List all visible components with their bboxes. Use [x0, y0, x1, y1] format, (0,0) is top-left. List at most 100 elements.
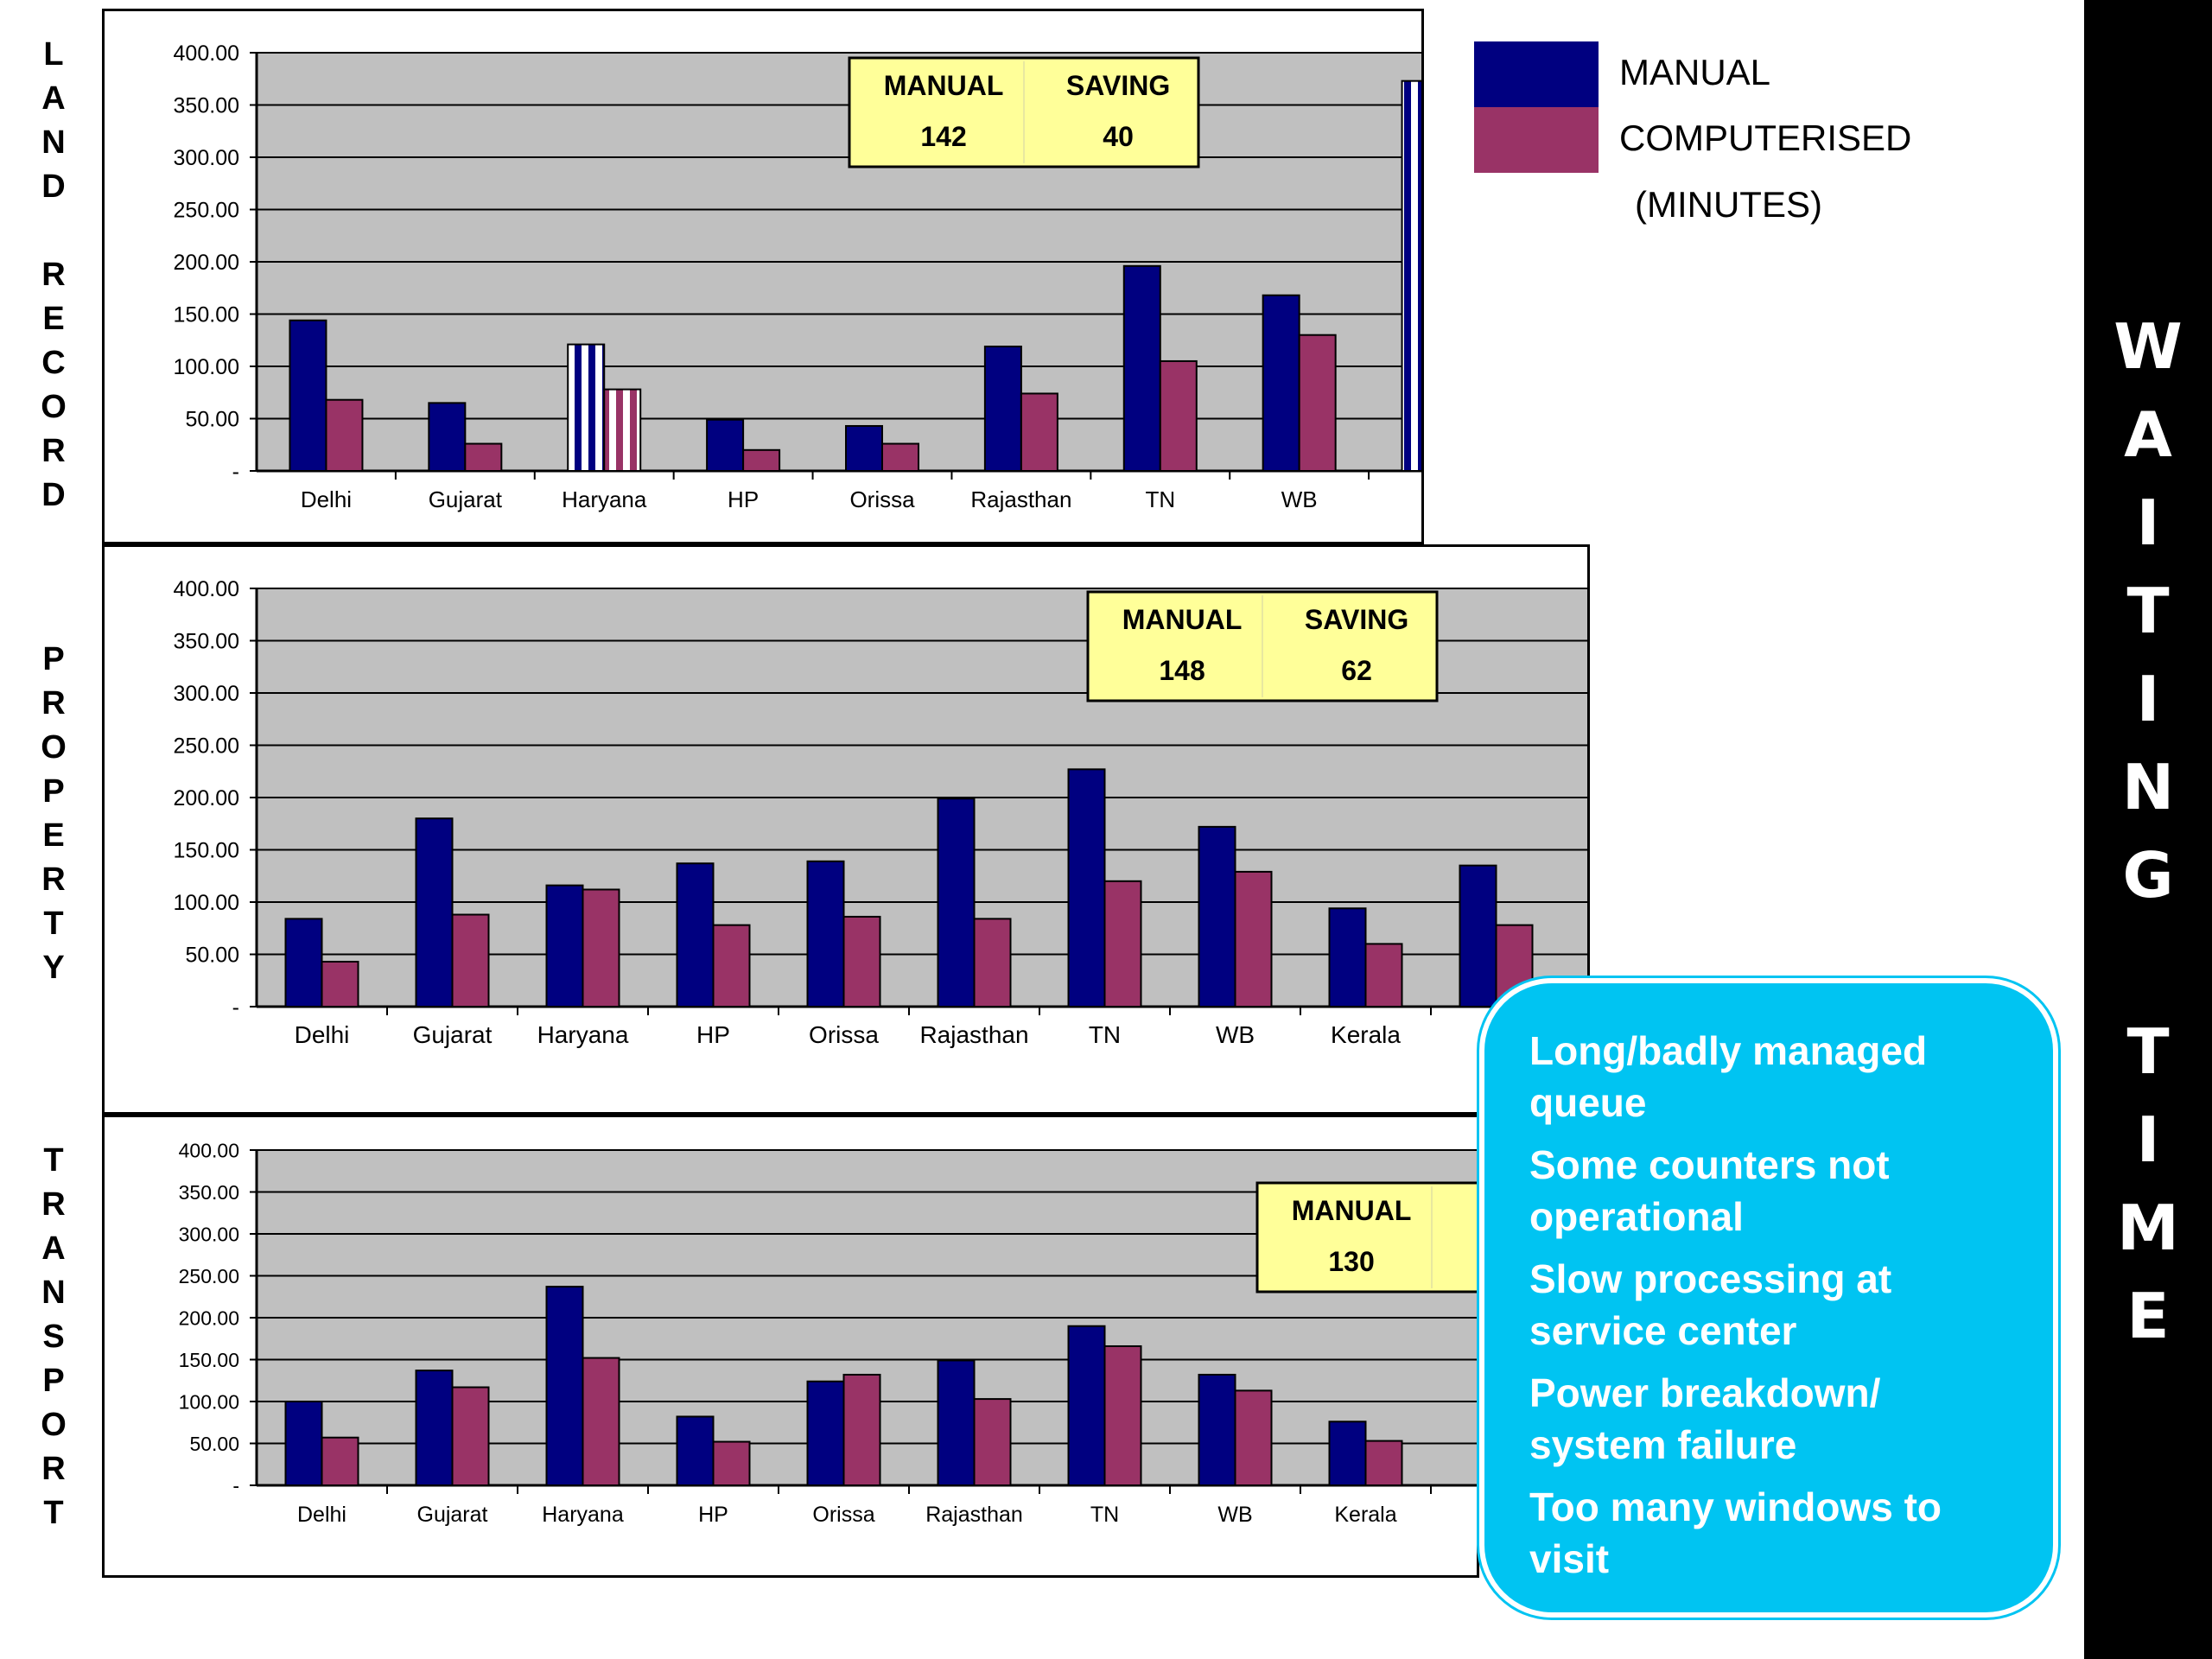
- x-tick-label: Gujarat: [413, 1021, 493, 1048]
- x-tick-label: Orissa: [809, 1021, 879, 1048]
- x-tick-label: Orissa: [812, 1503, 874, 1527]
- summary-col1-header: MANUAL: [884, 70, 1004, 101]
- x-tick-label: Haryana: [537, 1021, 629, 1048]
- title-letter: [2137, 919, 2158, 1007]
- x-tick-label: Delhi: [297, 1503, 346, 1527]
- letter: R: [41, 861, 66, 898]
- title-letter: I: [2136, 1103, 2160, 1176]
- letter: P: [42, 773, 65, 810]
- bar-computerised-hp: [742, 448, 781, 472]
- x-tick-label: Delhi: [301, 486, 352, 512]
- x-tick-label: MP: [1421, 486, 1424, 512]
- reason-item: Too many windows to visit: [1529, 1484, 1942, 1581]
- letter: O: [41, 1407, 67, 1443]
- letter: E: [42, 301, 65, 337]
- letter: Y: [42, 950, 65, 986]
- bar-manual-gujarat: [415, 1370, 454, 1486]
- x-tick-label: Gujarat: [429, 486, 503, 512]
- y-tick-label: 150.00: [174, 303, 239, 327]
- letter: A: [41, 80, 66, 117]
- x-tick-label: TN: [1145, 486, 1175, 512]
- y-tick-label: 200.00: [179, 1306, 239, 1329]
- bar-manual-hp: [706, 418, 745, 472]
- summary-col1-value: 130: [1328, 1246, 1374, 1277]
- letter: T: [43, 1495, 64, 1531]
- bar-computerised-gujarat: [464, 442, 503, 473]
- bar-computerised-delhi: [325, 398, 364, 472]
- legend: MANUAL COMPUTERISED (MINUTES): [1474, 41, 1923, 240]
- summary-col2-header: SAVING: [1305, 604, 1408, 635]
- y-tick-label: 250.00: [174, 199, 239, 223]
- legend-manual-label: MANUAL: [1619, 52, 1771, 92]
- summary-col1-header: MANUAL: [1292, 1195, 1412, 1226]
- bar-computerised-wb: [1234, 870, 1273, 1007]
- summary-col2-value: 40: [1103, 121, 1134, 152]
- bar-manual-orissa: [845, 424, 883, 472]
- letter: R: [41, 1186, 66, 1223]
- bar-manual-delhi: [284, 918, 323, 1007]
- letter: D: [41, 477, 66, 513]
- bar-manual-hp: [676, 1415, 715, 1486]
- letter: N: [41, 124, 66, 161]
- summary-col1-header: MANUAL: [1122, 604, 1243, 635]
- letter: O: [41, 389, 67, 425]
- bar-manual-orissa: [806, 860, 845, 1007]
- reason-item: Some counters not operational: [1529, 1142, 1890, 1239]
- x-tick-label: Rajasthan: [925, 1503, 1023, 1527]
- letter: D: [41, 168, 66, 205]
- letter: E: [42, 817, 65, 854]
- bar-computerised-wb: [1298, 334, 1337, 473]
- title-letter: A: [2124, 398, 2172, 471]
- chart-panel-land-record: - 50.00 100.00 150.00 200.00 250.00 300.00 350.…: [102, 9, 1424, 544]
- y-tick-label: -: [232, 460, 239, 484]
- land-record-chart: - 50.00 100.00 150.00 200.00 250.00 300.00 350.…: [174, 41, 1424, 512]
- bar-computerised-orissa: [881, 442, 919, 473]
- bar-manual-tn: [1067, 768, 1106, 1007]
- letter: T: [43, 906, 64, 942]
- bar-computerised-kerala: [1364, 1440, 1403, 1486]
- y-tick-label: 250.00: [179, 1265, 239, 1287]
- letter: R: [41, 257, 66, 293]
- y-tick-label: 200.00: [174, 786, 239, 810]
- letter: O: [41, 729, 67, 766]
- bar-manual-delhi: [284, 1401, 323, 1486]
- bar-computerised-tn: [1159, 359, 1198, 473]
- y-tick-label: 100.00: [179, 1390, 239, 1413]
- x-tick-label: WB: [1216, 1021, 1255, 1048]
- y-tick-label: 50.00: [185, 944, 239, 968]
- letter: T: [43, 1142, 64, 1179]
- y-tick-label: 350.00: [179, 1181, 239, 1204]
- y-tick-label: 300.00: [174, 682, 239, 706]
- y-tick-label: 150.00: [179, 1349, 239, 1371]
- y-tick-label: 100.00: [174, 891, 239, 915]
- bar-manual-rajasthan: [937, 798, 976, 1007]
- bar-manual-gujarat: [415, 817, 454, 1008]
- bar-manual-pu: [1459, 864, 1497, 1007]
- letter: P: [42, 641, 65, 677]
- x-tick-label: Haryana: [542, 1503, 624, 1527]
- bar-manual-rajasthan: [983, 346, 1022, 473]
- summary-col2-header: SAVING: [1066, 70, 1170, 101]
- x-tick-label: Rajasthan: [919, 1021, 1028, 1048]
- bar-manual-haryana: [567, 343, 606, 472]
- summary-col1-value: 148: [1159, 655, 1205, 686]
- bar-manual-rajasthan: [937, 1359, 976, 1486]
- y-tick-label: 300.00: [179, 1223, 239, 1245]
- bar-computerised-tn: [1103, 880, 1142, 1007]
- bar-manual-haryana: [545, 884, 584, 1008]
- bar-computerised-haryana: [582, 888, 620, 1008]
- x-tick-label: HP: [696, 1021, 730, 1048]
- x-tick-label: Kerala: [1331, 1021, 1401, 1048]
- y-tick-label: 400.00: [174, 41, 239, 66]
- bar-computerised-rajasthan: [973, 918, 1012, 1007]
- letter: R: [41, 433, 66, 469]
- y-tick-label: 400.00: [174, 577, 239, 601]
- bar-manual-wb: [1262, 294, 1300, 472]
- bar-manual-gujarat: [428, 402, 467, 473]
- title-letter: I: [2136, 663, 2160, 735]
- x-tick-label: Orissa: [849, 486, 915, 512]
- bar-manual-tn: [1067, 1325, 1106, 1486]
- bar-computerised-orissa: [842, 1373, 881, 1486]
- bar-manual-haryana: [545, 1286, 584, 1486]
- y-tick-label: 300.00: [174, 146, 239, 170]
